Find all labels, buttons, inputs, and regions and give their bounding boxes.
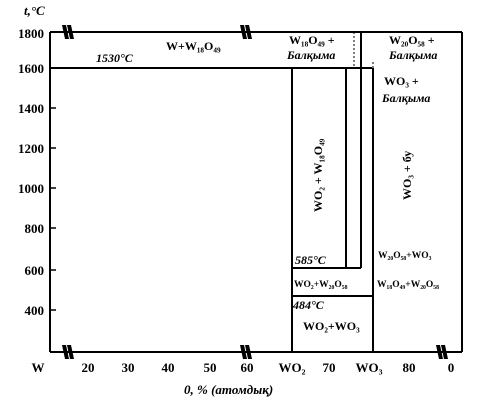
x-tick-label: W xyxy=(32,360,45,375)
y-tick-label: 1200 xyxy=(18,141,44,156)
temperature-label-1530: 1530°C xyxy=(96,51,134,65)
x-tick-label: WO₃ xyxy=(355,360,382,375)
x-tick-label: 50 xyxy=(204,360,217,375)
y-tick-label: 1000 xyxy=(18,181,44,196)
x-axis-title: 0, % (атомдық) xyxy=(184,382,273,397)
region-label-w18o49-w20o58: W₁₈O₄₉+W₂₀O₅₈ xyxy=(377,280,439,290)
region-label-w18o49-melt-1: W₁₈O₄₉ + xyxy=(289,33,335,47)
x-tick-labels: W 20 30 40 50 60 WO₂ 70 WO₃ 80 0 xyxy=(32,360,455,375)
y-tick-label: 1800 xyxy=(18,26,44,41)
y-tick-label: 1400 xyxy=(18,101,44,116)
region-label-wo2-w18o49: WO₂ + W₁₈O₄₉ xyxy=(311,138,325,212)
region-label-wo2-w20o58: WO₂+W₂₀O₅₈ xyxy=(294,280,348,290)
dashed-lines xyxy=(353,32,374,100)
x-tick-label: WO₂ xyxy=(278,360,305,375)
y-tick-label: 400 xyxy=(25,303,45,318)
y-tick-labels: 1800 1600 1400 1200 1000 800 600 400 xyxy=(18,26,44,318)
axis-break-marks xyxy=(62,25,448,359)
region-label-w20o58-melt-1: W₂₀O₅₈ + xyxy=(389,33,435,47)
x-tick-label: 60 xyxy=(241,360,254,375)
x-tick-label: 0 xyxy=(448,360,455,375)
x-tick-label: 20 xyxy=(82,360,95,375)
x-tick-label: 70 xyxy=(323,360,336,375)
temperature-label-585: 585°C xyxy=(295,253,327,267)
phase-lines xyxy=(50,32,374,352)
x-tick-label: 80 xyxy=(403,360,416,375)
region-label-w-w18o49: W+W₁₈O₄₉ xyxy=(166,39,221,53)
region-label-wo3-vapor: WO₃ + бу xyxy=(400,151,414,200)
x-tick-label: 40 xyxy=(162,360,175,375)
y-axis-title: t,°C xyxy=(24,3,45,18)
region-label-w20o58-melt-2: Балқыма xyxy=(388,48,437,62)
y-tick-label: 600 xyxy=(25,263,45,278)
region-label-w20o58-wo3: W₂₀O₅₈+WO₃ xyxy=(378,251,432,261)
y-tick-label: 800 xyxy=(25,221,45,236)
x-tick-label: 30 xyxy=(122,360,135,375)
region-label-wo2-wo3: WO₂+WO₃ xyxy=(303,319,360,333)
region-label-wo3-melt-1: WO₃ + xyxy=(384,74,419,88)
y-tick-label: 1600 xyxy=(18,61,44,76)
temperature-label-484: 484°C xyxy=(292,298,325,312)
plot-frame xyxy=(49,31,463,353)
region-label-w18o49-melt-2: Балқыма xyxy=(286,48,335,62)
region-label-wo3-melt-2: Балқыма xyxy=(381,91,430,105)
